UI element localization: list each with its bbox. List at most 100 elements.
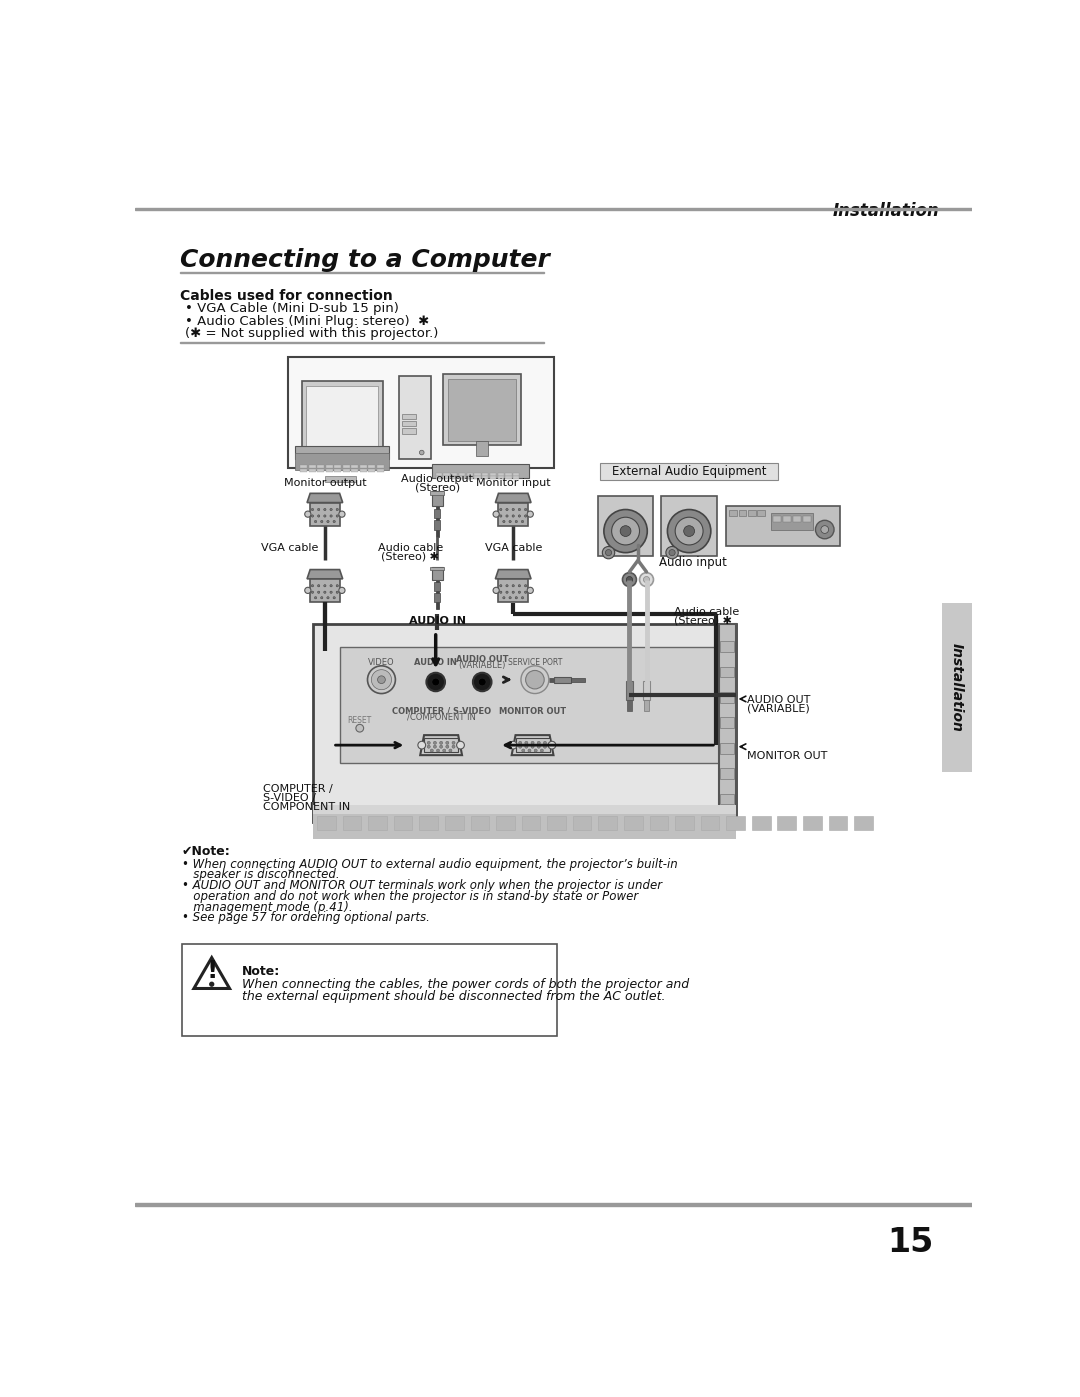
Circle shape bbox=[527, 511, 534, 517]
Bar bbox=[476, 441, 488, 457]
Text: the external equipment should be disconnected from the AC outlet.: the external equipment should be disconn… bbox=[242, 990, 665, 1003]
Circle shape bbox=[451, 742, 455, 745]
Circle shape bbox=[446, 742, 449, 745]
Text: ✔Note:: ✔Note: bbox=[181, 845, 230, 858]
Text: (✱ = Not supplied with this projector.): (✱ = Not supplied with this projector.) bbox=[186, 327, 438, 339]
Circle shape bbox=[620, 525, 631, 536]
Bar bbox=[625, 682, 633, 700]
Bar bbox=[444, 472, 449, 475]
Circle shape bbox=[336, 591, 338, 594]
Circle shape bbox=[543, 745, 546, 749]
Bar bbox=[325, 475, 356, 482]
Bar bbox=[377, 469, 383, 472]
Bar bbox=[828, 816, 847, 830]
Circle shape bbox=[606, 549, 611, 556]
Bar bbox=[435, 476, 442, 479]
Polygon shape bbox=[420, 735, 462, 756]
Bar bbox=[471, 816, 489, 830]
Bar bbox=[554, 676, 570, 683]
Bar bbox=[570, 678, 584, 682]
Circle shape bbox=[339, 587, 345, 594]
Text: • When connecting AUDIO OUT to external audio equipment, the projector’s built-i: • When connecting AUDIO OUT to external … bbox=[181, 858, 677, 870]
Bar bbox=[451, 476, 458, 479]
Text: Audio output: Audio output bbox=[402, 474, 473, 485]
Bar bbox=[459, 472, 465, 475]
Circle shape bbox=[451, 745, 455, 749]
Circle shape bbox=[433, 745, 436, 749]
Circle shape bbox=[440, 745, 443, 749]
Circle shape bbox=[644, 577, 649, 583]
Circle shape bbox=[528, 749, 531, 752]
Circle shape bbox=[505, 584, 509, 587]
Bar bbox=[499, 578, 528, 602]
Circle shape bbox=[318, 591, 320, 594]
Bar bbox=[434, 592, 441, 602]
Bar bbox=[482, 476, 488, 479]
Bar bbox=[444, 374, 521, 444]
Text: When connecting the cables, the power cords of both the projector and: When connecting the cables, the power co… bbox=[242, 978, 689, 990]
Polygon shape bbox=[512, 735, 554, 756]
Circle shape bbox=[505, 515, 509, 517]
Circle shape bbox=[603, 546, 615, 559]
Text: Installation: Installation bbox=[833, 201, 940, 219]
Circle shape bbox=[604, 510, 647, 553]
Circle shape bbox=[314, 520, 316, 522]
Text: AUDIO OUT: AUDIO OUT bbox=[456, 655, 509, 664]
Bar bbox=[482, 472, 488, 475]
Circle shape bbox=[311, 509, 313, 511]
Circle shape bbox=[329, 509, 333, 511]
Text: Monitor input: Monitor input bbox=[476, 478, 551, 488]
Circle shape bbox=[321, 597, 323, 599]
Polygon shape bbox=[496, 570, 531, 578]
Circle shape bbox=[324, 515, 326, 517]
Circle shape bbox=[436, 749, 440, 752]
Bar bbox=[424, 738, 458, 752]
Circle shape bbox=[318, 584, 320, 587]
Circle shape bbox=[318, 509, 320, 511]
Circle shape bbox=[626, 577, 633, 583]
Text: Audio cable: Audio cable bbox=[674, 606, 739, 616]
Text: Cables used for connection: Cables used for connection bbox=[180, 289, 393, 303]
Bar bbox=[342, 816, 362, 830]
Bar bbox=[548, 816, 566, 830]
Bar bbox=[310, 578, 339, 602]
Circle shape bbox=[356, 725, 364, 732]
Bar bbox=[309, 465, 315, 468]
Text: AUDIO IN: AUDIO IN bbox=[415, 658, 457, 668]
Circle shape bbox=[518, 742, 522, 745]
Circle shape bbox=[510, 742, 517, 749]
Bar bbox=[757, 510, 765, 515]
Bar bbox=[752, 816, 770, 830]
Bar bbox=[318, 816, 336, 830]
Bar bbox=[351, 469, 359, 472]
Circle shape bbox=[494, 587, 499, 594]
Circle shape bbox=[684, 525, 694, 536]
Circle shape bbox=[336, 515, 338, 517]
Circle shape bbox=[548, 742, 556, 749]
Bar bbox=[434, 520, 441, 529]
Bar bbox=[430, 490, 444, 495]
Bar bbox=[434, 509, 441, 518]
Circle shape bbox=[502, 520, 505, 522]
Bar bbox=[474, 476, 481, 479]
Bar bbox=[368, 469, 375, 472]
Bar bbox=[505, 472, 512, 475]
Circle shape bbox=[318, 515, 320, 517]
Circle shape bbox=[305, 587, 311, 594]
Circle shape bbox=[525, 515, 527, 517]
Circle shape bbox=[518, 591, 521, 594]
Bar bbox=[342, 469, 350, 472]
Circle shape bbox=[509, 597, 511, 599]
Text: speaker is disconnected.: speaker is disconnected. bbox=[181, 869, 339, 882]
Bar bbox=[368, 816, 387, 830]
Circle shape bbox=[521, 666, 549, 693]
Bar bbox=[467, 472, 473, 475]
Text: SERVICE PORT: SERVICE PORT bbox=[508, 658, 562, 668]
Bar bbox=[644, 700, 649, 711]
Bar bbox=[360, 469, 367, 472]
Bar bbox=[444, 476, 449, 479]
Bar bbox=[624, 816, 643, 830]
Polygon shape bbox=[194, 958, 230, 989]
Bar bbox=[720, 641, 734, 652]
Circle shape bbox=[430, 749, 433, 752]
